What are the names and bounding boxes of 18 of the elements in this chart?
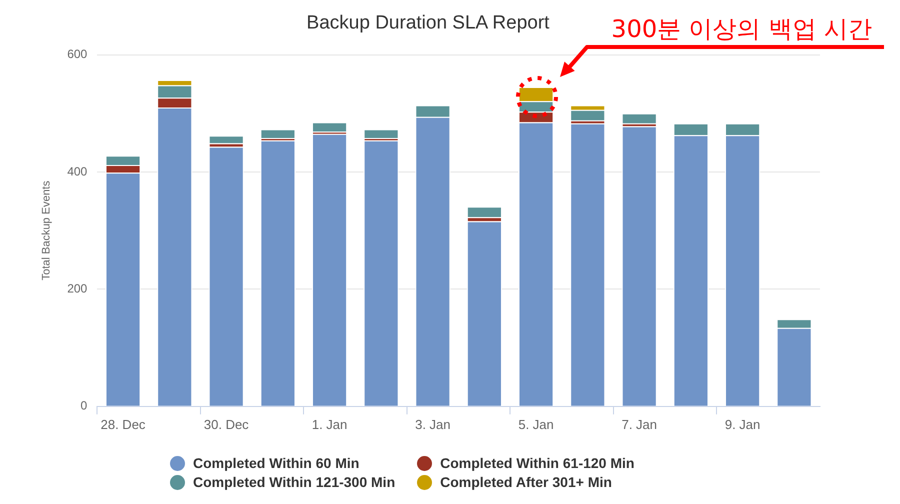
legend-label: Completed Within 121-300 Min [193, 474, 396, 490]
x-tick-label: 3. Jan [415, 416, 451, 432]
x-tick-label: 5. Jan [518, 416, 554, 432]
text: 300분 이상의 백업 시간 [611, 14, 872, 45]
chart-title: Backup Duration SLA Report [306, 12, 550, 34]
x-tick-label: 28. Dec [100, 416, 146, 432]
legend-label: Completed Within 60 Min [193, 455, 360, 471]
y-axis-title: Total Backup Events [40, 180, 53, 280]
y-tick-label: 0 [80, 398, 88, 413]
x-tick-label: 1. Jan [312, 416, 348, 432]
y-tick-label: 600 [67, 47, 88, 62]
legend-label: Completed Within 61-120 Min [440, 455, 634, 471]
x-tick-label: 7. Jan [622, 416, 658, 432]
y-tick-label: 400 [67, 164, 88, 178]
legend-label: Completed After 301+ Min [440, 474, 612, 490]
x-tick-label: 30. Dec [204, 416, 250, 432]
y-tick-label: 200 [67, 282, 88, 296]
x-tick-label: 9. Jan [724, 416, 760, 432]
